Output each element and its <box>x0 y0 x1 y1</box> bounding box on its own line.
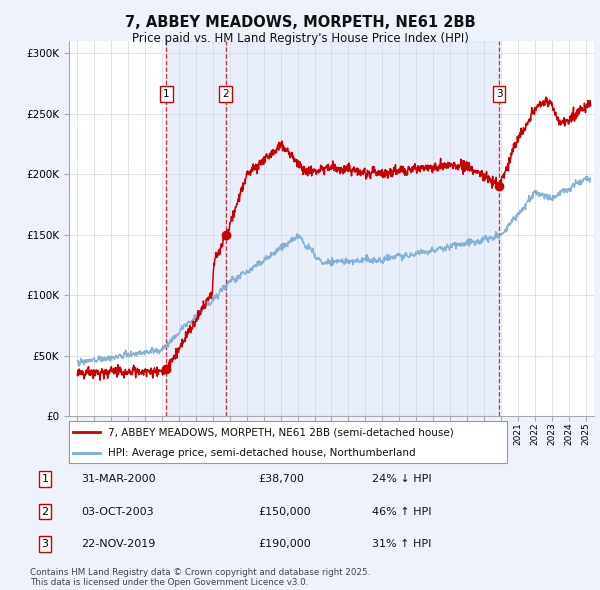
Text: £150,000: £150,000 <box>258 507 311 516</box>
Text: 22-NOV-2019: 22-NOV-2019 <box>81 539 155 549</box>
Text: 1: 1 <box>41 474 49 484</box>
Text: 1: 1 <box>163 88 170 99</box>
Text: £190,000: £190,000 <box>258 539 311 549</box>
Text: 3: 3 <box>41 539 49 549</box>
Text: Price paid vs. HM Land Registry's House Price Index (HPI): Price paid vs. HM Land Registry's House … <box>131 32 469 45</box>
Text: 31% ↑ HPI: 31% ↑ HPI <box>372 539 431 549</box>
Text: 7, ABBEY MEADOWS, MORPETH, NE61 2BB (semi-detached house): 7, ABBEY MEADOWS, MORPETH, NE61 2BB (sem… <box>109 427 454 437</box>
Text: 31-MAR-2000: 31-MAR-2000 <box>81 474 155 484</box>
Text: 46% ↑ HPI: 46% ↑ HPI <box>372 507 431 516</box>
Text: 3: 3 <box>496 88 502 99</box>
Text: HPI: Average price, semi-detached house, Northumberland: HPI: Average price, semi-detached house,… <box>109 448 416 458</box>
Text: 03-OCT-2003: 03-OCT-2003 <box>81 507 154 516</box>
Text: £38,700: £38,700 <box>258 474 304 484</box>
Text: 24% ↓ HPI: 24% ↓ HPI <box>372 474 431 484</box>
Text: 2: 2 <box>41 507 49 516</box>
Text: 2: 2 <box>223 88 229 99</box>
Text: 7, ABBEY MEADOWS, MORPETH, NE61 2BB: 7, ABBEY MEADOWS, MORPETH, NE61 2BB <box>125 15 475 30</box>
Text: Contains HM Land Registry data © Crown copyright and database right 2025.
This d: Contains HM Land Registry data © Crown c… <box>30 568 370 587</box>
